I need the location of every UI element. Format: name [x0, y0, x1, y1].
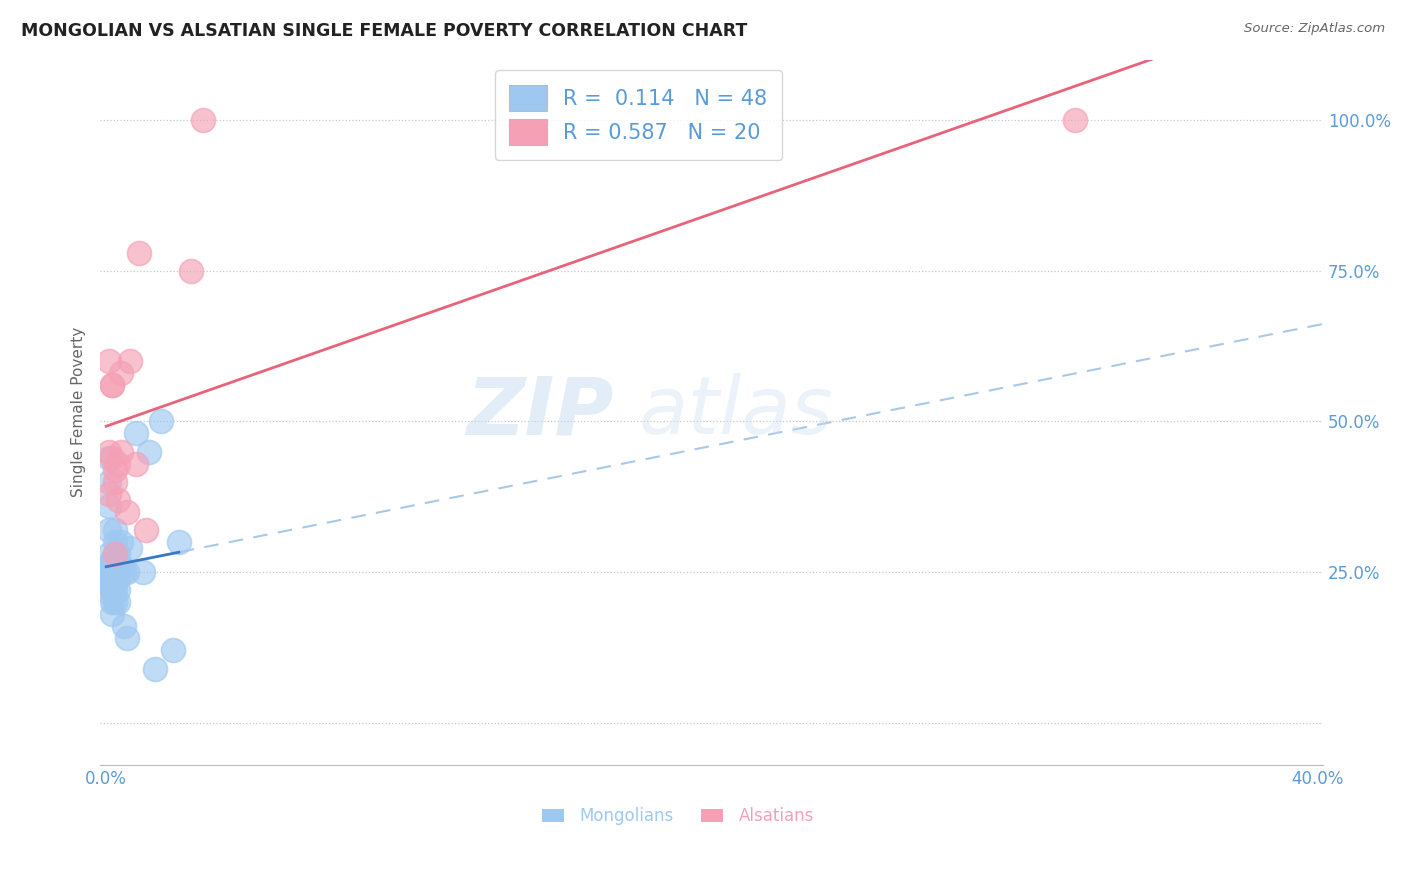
Text: Alsatians: Alsatians — [738, 807, 814, 825]
Point — [101, 589, 124, 603]
Text: ZIP: ZIP — [467, 374, 614, 451]
Point — [101, 577, 124, 591]
Point — [104, 583, 127, 598]
Point — [107, 547, 129, 561]
Text: Mongolians: Mongolians — [579, 807, 673, 825]
Point — [101, 577, 124, 591]
Point — [131, 565, 153, 579]
Text: atlas: atlas — [638, 374, 832, 451]
Point — [162, 643, 184, 657]
Point — [101, 378, 124, 392]
Point — [107, 595, 129, 609]
Point — [101, 571, 124, 585]
Point — [98, 486, 121, 500]
Point — [104, 523, 127, 537]
Point — [180, 263, 202, 277]
Point — [107, 457, 129, 471]
Point — [98, 499, 121, 513]
Point — [98, 475, 121, 489]
Point — [112, 565, 135, 579]
Point — [101, 607, 124, 622]
Point — [107, 571, 129, 585]
Point — [104, 565, 127, 579]
Point — [101, 595, 124, 609]
Point — [101, 553, 124, 567]
FancyBboxPatch shape — [541, 809, 564, 822]
Point — [107, 559, 129, 574]
Legend: R =  0.114   N = 48, R = 0.587   N = 20: R = 0.114 N = 48, R = 0.587 N = 20 — [495, 70, 782, 160]
Point — [167, 535, 190, 549]
Point — [191, 112, 214, 127]
Point — [110, 444, 132, 458]
Point — [104, 595, 127, 609]
Point — [98, 547, 121, 561]
Point — [101, 378, 124, 392]
Point — [120, 354, 142, 368]
Point — [101, 559, 124, 574]
Point — [104, 577, 127, 591]
Point — [104, 535, 127, 549]
Point — [110, 535, 132, 549]
Point — [1064, 112, 1087, 127]
Y-axis label: Single Female Poverty: Single Female Poverty — [72, 327, 86, 498]
Point — [117, 505, 139, 519]
Point — [98, 523, 121, 537]
Point — [110, 366, 132, 380]
Point — [138, 444, 160, 458]
Point — [101, 553, 124, 567]
Point — [104, 571, 127, 585]
Point — [98, 444, 121, 458]
Point — [101, 571, 124, 585]
Point — [101, 565, 124, 579]
Point — [125, 457, 148, 471]
Point — [101, 583, 124, 598]
Point — [101, 559, 124, 574]
Point — [104, 462, 127, 476]
Point — [110, 559, 132, 574]
Point — [101, 450, 124, 465]
Point — [112, 619, 135, 633]
Text: Source: ZipAtlas.com: Source: ZipAtlas.com — [1244, 22, 1385, 36]
Text: MONGOLIAN VS ALSATIAN SINGLE FEMALE POVERTY CORRELATION CHART: MONGOLIAN VS ALSATIAN SINGLE FEMALE POVE… — [21, 22, 748, 40]
FancyBboxPatch shape — [700, 809, 723, 822]
Point — [98, 450, 121, 465]
Point — [107, 583, 129, 598]
Point — [104, 475, 127, 489]
Point — [101, 565, 124, 579]
Point — [128, 245, 150, 260]
Point — [143, 662, 166, 676]
Point — [104, 547, 127, 561]
Point — [117, 632, 139, 646]
Point — [135, 523, 157, 537]
Point — [149, 414, 172, 428]
Point — [117, 565, 139, 579]
Point — [107, 492, 129, 507]
Point — [104, 559, 127, 574]
Point — [101, 583, 124, 598]
Point — [125, 426, 148, 441]
Point — [120, 541, 142, 555]
Point — [98, 354, 121, 368]
Point — [104, 547, 127, 561]
